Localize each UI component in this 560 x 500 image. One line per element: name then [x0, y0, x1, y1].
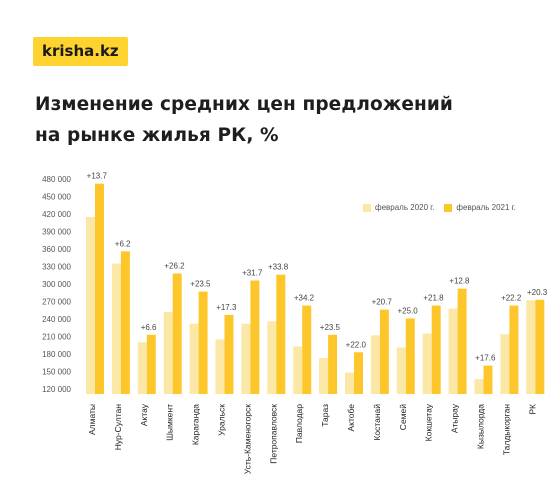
krisha-logo: krisha.kz	[33, 37, 128, 66]
x-tick-label: Кызылорда	[476, 404, 486, 449]
bar-2020	[526, 300, 536, 394]
bar-2020	[500, 334, 510, 394]
bar-2021	[120, 251, 130, 394]
x-tick-label: Караганда	[191, 404, 201, 445]
change-label: +20.7	[372, 298, 393, 307]
bar-2020	[111, 263, 121, 394]
chart-title-line-1: Изменение средних цен предложений	[35, 94, 453, 115]
x-tick-label: Актобе	[346, 404, 356, 432]
bar-2020	[293, 346, 303, 394]
change-label: +31.7	[242, 269, 263, 278]
bar-2021	[198, 291, 208, 394]
change-label: +20.3	[527, 288, 548, 297]
bar-2020	[137, 342, 147, 394]
legend-swatch-2020	[363, 203, 371, 212]
x-tick-label: РК	[527, 404, 537, 415]
y-tick-label: 480 000	[42, 175, 71, 184]
x-tick-label: Нур-Султан	[113, 404, 123, 451]
y-tick-label: 210 000	[42, 333, 71, 342]
bar-2020	[189, 323, 199, 394]
x-tick-label: Павлодар	[294, 404, 304, 443]
bar-2020	[241, 323, 251, 394]
bar-2021	[250, 280, 260, 394]
change-label: +33.8	[268, 263, 289, 272]
change-label: +6.2	[115, 239, 131, 248]
change-label: +26.2	[164, 262, 185, 271]
bar-2021	[146, 334, 156, 394]
y-tick-label: 180 000	[42, 350, 71, 359]
change-label: +22.0	[346, 340, 367, 349]
bar-2021	[302, 305, 312, 394]
bar-2020	[267, 321, 277, 394]
legend-item-2021: февраль 2021 г.	[444, 203, 516, 212]
change-label: +25.0	[397, 306, 418, 315]
bar-2021	[457, 288, 467, 394]
bar-2020	[86, 216, 95, 394]
change-label: +22.2	[501, 294, 522, 303]
chart-title-line-2: на рынке жилья РК, %	[35, 125, 279, 146]
y-tick-label: 420 000	[42, 210, 71, 219]
x-tick-label: Талдыкорган	[501, 404, 511, 455]
change-label: +17.3	[216, 303, 237, 312]
y-tick-label: 300 000	[42, 280, 71, 289]
y-tick-label: 330 000	[42, 263, 71, 272]
change-label: +34.2	[294, 294, 315, 303]
x-tick-label: Усть-Каменогорск	[242, 404, 252, 475]
y-tick-label: 450 000	[42, 193, 71, 202]
legend-label-2020: февраль 2020 г.	[375, 203, 435, 212]
x-tick-label: Тараз	[320, 404, 330, 427]
bar-2021	[328, 334, 338, 394]
bar-2020	[370, 335, 380, 394]
change-label: +23.5	[320, 323, 341, 332]
y-tick-label: 390 000	[42, 228, 71, 237]
bar-2021	[354, 352, 363, 394]
bar-2020	[396, 347, 406, 394]
x-tick-label: Петропавловск	[268, 404, 278, 464]
bar-2021	[509, 305, 519, 394]
bar-2021	[224, 314, 234, 394]
x-tick-label: Атырау	[450, 403, 460, 433]
bar-2020	[448, 308, 458, 394]
chart-legend: февраль 2020 г. февраль 2021 г.	[363, 203, 520, 212]
bar-2021	[95, 183, 104, 394]
change-label: +23.5	[190, 280, 211, 289]
bar-2021	[535, 299, 545, 394]
legend-item-2020: февраль 2020 г.	[363, 203, 434, 212]
bar-2020	[215, 339, 225, 394]
bar-2021	[405, 318, 415, 394]
y-tick-label: 240 000	[42, 315, 71, 324]
change-label: +21.8	[423, 294, 444, 303]
change-label: +17.6	[475, 354, 496, 363]
change-label: +12.8	[449, 277, 470, 286]
bar-2020	[163, 312, 173, 394]
bar-2021	[379, 309, 389, 394]
x-tick-label: Кокшетау	[424, 403, 434, 441]
bar-2020	[422, 333, 432, 394]
legend-label-2021: февраль 2021 г.	[456, 203, 516, 212]
bar-2021	[431, 305, 441, 394]
chart-title: Изменение средних цен предложений на рын…	[35, 89, 453, 151]
change-label: +6.6	[141, 323, 157, 332]
y-tick-label: 360 000	[42, 245, 71, 254]
bar-2021	[172, 273, 182, 394]
x-tick-label: Алматы	[87, 404, 97, 435]
bar-2020	[474, 379, 484, 394]
change-label: +13.7	[87, 172, 108, 181]
legend-swatch-2021	[444, 203, 453, 212]
bar-2020	[345, 372, 354, 394]
bar-2020	[319, 358, 329, 394]
y-tick-label: 150 000	[42, 368, 71, 377]
x-tick-label: Костанай	[372, 404, 382, 441]
y-tick-label: 270 000	[42, 298, 71, 307]
x-tick-label: Актау	[139, 403, 149, 426]
y-tick-label: 120 000	[42, 385, 71, 394]
x-tick-label: Шымкент	[165, 404, 175, 441]
bar-2021	[276, 274, 286, 394]
bar-2021	[483, 365, 493, 394]
x-tick-label: Семей	[398, 404, 408, 430]
x-tick-label: Уральск	[217, 404, 227, 436]
